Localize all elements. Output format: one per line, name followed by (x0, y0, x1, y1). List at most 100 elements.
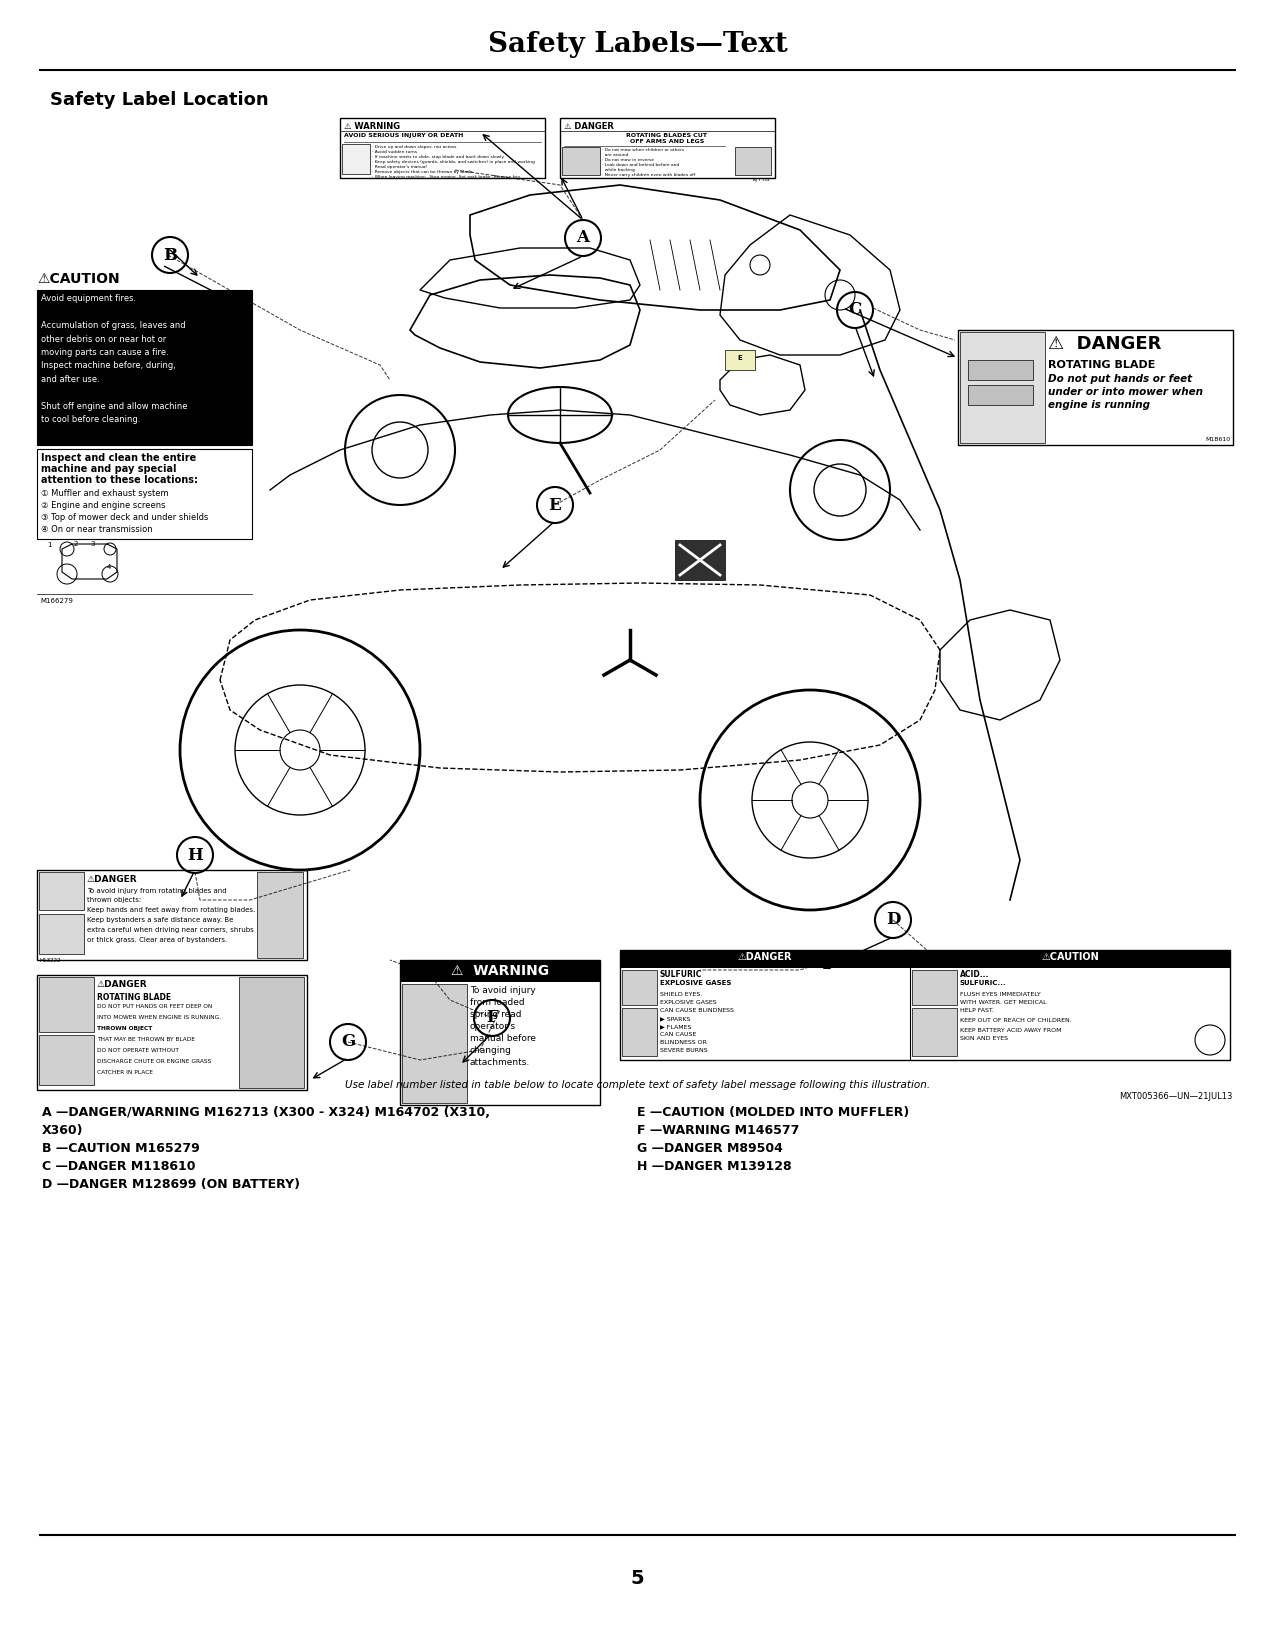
Text: ROTATING BLADE: ROTATING BLADE (97, 993, 171, 1002)
Bar (40, 914, 84, 954)
Text: To avoid injury: To avoid injury (470, 987, 536, 995)
Text: and after use.: and after use. (41, 375, 99, 384)
Text: OFF ARMS AND LEGS: OFF ARMS AND LEGS (630, 139, 704, 144)
Text: D: D (886, 911, 900, 929)
Bar (912, 970, 958, 1005)
Text: BLINDNESS OR: BLINDNESS OR (660, 1040, 706, 1044)
Bar (622, 970, 657, 1005)
Text: E: E (738, 355, 742, 361)
Text: KEEP OUT OF REACH OF CHILDREN.: KEEP OUT OF REACH OF CHILDREN. (960, 1018, 1072, 1023)
Bar (674, 540, 725, 581)
Text: D —DANGER M128699 (ON BATTERY): D —DANGER M128699 (ON BATTERY) (42, 1178, 300, 1191)
Text: AVOID SERIOUS INJURY OR DEATH: AVOID SERIOUS INJURY OR DEATH (344, 134, 463, 139)
Text: F —WARNING M146577: F —WARNING M146577 (638, 1124, 799, 1137)
Text: ⚠CAUTION: ⚠CAUTION (1042, 952, 1099, 962)
Text: other debris on or near hot or: other debris on or near hot or (41, 335, 166, 343)
Circle shape (750, 256, 770, 276)
Text: engine is running: engine is running (1048, 399, 1150, 409)
Text: · When leaving machine: -Stop engine -Set park brake -Remove key: · When leaving machine: -Stop engine -Se… (372, 175, 520, 178)
Text: M166279: M166279 (40, 597, 73, 604)
Text: INTO MOWER WHEN ENGINE IS RUNNING.: INTO MOWER WHEN ENGINE IS RUNNING. (97, 1015, 221, 1020)
Text: ⚠DANGER: ⚠DANGER (97, 980, 148, 988)
Bar (734, 147, 771, 175)
Text: A: A (576, 229, 589, 246)
Text: · Drive up and down slopes, not across: · Drive up and down slopes, not across (372, 145, 456, 148)
Text: H —DANGER M139128: H —DANGER M139128 (638, 1160, 792, 1173)
Text: changing: changing (470, 1046, 511, 1054)
Text: ⚠DANGER: ⚠DANGER (87, 874, 138, 884)
Text: · Remove objects that can be thrown by blade: · Remove objects that can be thrown by b… (372, 170, 473, 173)
Text: · Look down and behind before and: · Look down and behind before and (602, 163, 680, 167)
Bar (37, 290, 252, 446)
Bar (620, 950, 910, 969)
Text: SHIELD EYES.: SHIELD EYES. (660, 992, 703, 997)
Text: X360): X360) (42, 1124, 83, 1137)
Text: DO NOT PUT HANDS OR FEET DEEP ON: DO NOT PUT HANDS OR FEET DEEP ON (97, 1003, 213, 1010)
Text: 4: 4 (107, 564, 111, 569)
Text: ⚠  DANGER: ⚠ DANGER (1048, 335, 1162, 353)
Bar (258, 871, 303, 959)
Bar (40, 871, 84, 911)
Text: · Read operator's manual: · Read operator's manual (372, 165, 427, 168)
Text: are around: are around (602, 153, 629, 157)
Text: CATCHER IN PLACE: CATCHER IN PLACE (97, 1069, 153, 1076)
Text: ③ Top of mower deck and under shields: ③ Top of mower deck and under shields (41, 513, 208, 521)
Text: ⚠ WARNING: ⚠ WARNING (344, 122, 400, 130)
Bar (37, 449, 252, 540)
Text: THAT MAY BE THROWN BY BLADE: THAT MAY BE THROWN BY BLADE (97, 1036, 195, 1043)
Text: SULFURIC: SULFURIC (660, 970, 703, 978)
Text: ROTATING BLADES CUT: ROTATING BLADES CUT (626, 134, 708, 139)
Text: manual before: manual before (470, 1035, 536, 1043)
Bar (560, 119, 775, 178)
Text: WITH WATER. GET MEDICAL: WITH WATER. GET MEDICAL (960, 1000, 1047, 1005)
Bar (622, 1008, 657, 1056)
Bar (342, 144, 370, 173)
Text: Inspect and clean the entire: Inspect and clean the entire (41, 454, 196, 464)
Text: under or into mower when: under or into mower when (1048, 388, 1204, 398)
Text: DO NOT OPERATE WITHOUT: DO NOT OPERATE WITHOUT (97, 1048, 178, 1053)
Text: FLUSH EYES IMMEDIATELY: FLUSH EYES IMMEDIATELY (960, 992, 1040, 997)
Bar (340, 119, 544, 178)
Text: Safety Labels—Text: Safety Labels—Text (487, 31, 788, 58)
Bar (725, 350, 755, 370)
Text: ▶ SPARKS: ▶ SPARKS (660, 1016, 690, 1021)
Text: CAN CAUSE: CAN CAUSE (660, 1031, 696, 1036)
Text: machine and pay special: machine and pay special (41, 464, 176, 474)
Text: · Never carry children even with blades off: · Never carry children even with blades … (602, 173, 695, 177)
Text: AJ Y 314: AJ Y 314 (754, 178, 770, 182)
Text: Inspect machine before, during,: Inspect machine before, during, (41, 361, 176, 371)
Text: to cool before cleaning.: to cool before cleaning. (41, 416, 140, 424)
Bar (960, 332, 1046, 442)
Text: SULFURIC...: SULFURIC... (960, 980, 1007, 987)
Text: A —DANGER/WARNING M162713 (X300 - X324) M164702 (X310,: A —DANGER/WARNING M162713 (X300 - X324) … (42, 1106, 490, 1119)
Text: ⚠ DANGER: ⚠ DANGER (564, 122, 613, 130)
Bar (910, 950, 1230, 969)
Bar (620, 950, 1230, 1059)
Text: Accumulation of grass, leaves and: Accumulation of grass, leaves and (41, 322, 186, 330)
Bar (968, 384, 1033, 404)
Text: extra careful when driving near corners, shrubs: extra careful when driving near corners,… (87, 927, 254, 932)
Bar (40, 1035, 94, 1086)
Text: SEVERE BURNS: SEVERE BURNS (660, 1048, 708, 1053)
Bar (968, 360, 1033, 380)
Text: 2: 2 (74, 541, 78, 548)
Text: spring read: spring read (470, 1010, 521, 1020)
Text: SKIN AND EYES: SKIN AND EYES (960, 1036, 1009, 1041)
Bar (238, 977, 303, 1087)
Text: MXT005366—UN—21JUL13: MXT005366—UN—21JUL13 (1119, 1092, 1233, 1101)
Text: H: H (187, 846, 203, 863)
Text: moving parts can cause a fire.: moving parts can cause a fire. (41, 348, 168, 356)
Text: attention to these locations:: attention to these locations: (41, 475, 198, 485)
Text: F: F (486, 1010, 497, 1026)
Bar (400, 960, 601, 982)
Bar (402, 983, 467, 1102)
Text: DISCHARGE CHUTE OR ENGINE GRASS: DISCHARGE CHUTE OR ENGINE GRASS (97, 1059, 212, 1064)
Text: THROWN OBJECT: THROWN OBJECT (97, 1026, 152, 1031)
Text: To avoid injury from rotating blades and: To avoid injury from rotating blades and (87, 888, 227, 894)
Text: 5: 5 (631, 1569, 644, 1587)
Text: Shut off engine and allow machine: Shut off engine and allow machine (41, 403, 187, 411)
Text: Avoid equipment fires.: Avoid equipment fires. (41, 294, 136, 304)
Text: · Do not mow in reverse: · Do not mow in reverse (602, 158, 654, 162)
Text: attachments.: attachments. (470, 1058, 530, 1068)
Text: G —DANGER M89504: G —DANGER M89504 (638, 1142, 783, 1155)
